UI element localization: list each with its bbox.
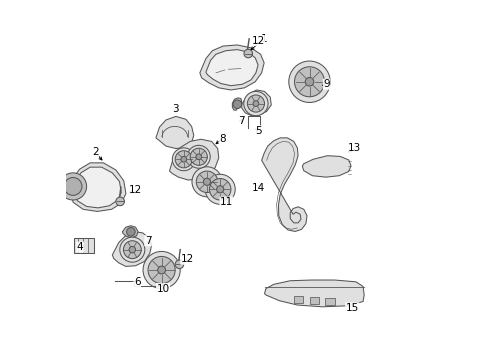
Ellipse shape [196, 171, 217, 193]
Text: 1: 1 [260, 34, 267, 44]
Ellipse shape [175, 151, 192, 168]
Polygon shape [156, 116, 193, 149]
Text: 9: 9 [323, 79, 329, 89]
Ellipse shape [148, 256, 175, 284]
Ellipse shape [181, 157, 186, 162]
Ellipse shape [294, 67, 324, 97]
Ellipse shape [172, 148, 195, 171]
Ellipse shape [196, 154, 201, 159]
Ellipse shape [60, 173, 86, 200]
Ellipse shape [126, 228, 135, 236]
Ellipse shape [209, 179, 230, 200]
Text: 10: 10 [156, 284, 169, 294]
Ellipse shape [244, 49, 252, 58]
Ellipse shape [192, 167, 222, 197]
Text: 7: 7 [237, 116, 244, 126]
Ellipse shape [187, 145, 210, 168]
Polygon shape [232, 98, 241, 111]
Ellipse shape [233, 100, 241, 109]
Polygon shape [74, 167, 121, 208]
FancyBboxPatch shape [309, 297, 318, 304]
Text: 7: 7 [144, 236, 151, 246]
Ellipse shape [305, 77, 313, 86]
Text: 15: 15 [345, 303, 358, 313]
Polygon shape [122, 226, 138, 238]
Ellipse shape [129, 247, 135, 253]
Text: 8: 8 [219, 134, 225, 144]
Polygon shape [302, 156, 350, 177]
Ellipse shape [157, 266, 165, 274]
Text: 12: 12 [129, 185, 142, 195]
FancyBboxPatch shape [293, 296, 303, 303]
Ellipse shape [190, 148, 207, 165]
Text: 12: 12 [251, 36, 264, 46]
Polygon shape [241, 90, 271, 116]
Ellipse shape [253, 101, 258, 107]
Text: 11: 11 [220, 197, 233, 207]
Ellipse shape [116, 197, 124, 206]
Text: 13: 13 [347, 143, 361, 153]
Text: 4: 4 [77, 242, 83, 252]
Polygon shape [200, 45, 264, 90]
Ellipse shape [203, 178, 210, 185]
Text: 3: 3 [172, 104, 179, 113]
Ellipse shape [175, 260, 183, 269]
FancyBboxPatch shape [325, 298, 334, 305]
Polygon shape [261, 138, 306, 231]
Text: 5: 5 [254, 126, 261, 136]
Polygon shape [112, 232, 151, 266]
Text: 2: 2 [92, 147, 98, 157]
Ellipse shape [216, 186, 224, 193]
Ellipse shape [120, 237, 144, 262]
Polygon shape [169, 139, 218, 180]
Text: 12: 12 [181, 254, 194, 264]
Ellipse shape [205, 174, 235, 204]
Ellipse shape [247, 95, 264, 112]
Text: 6: 6 [134, 277, 141, 287]
Ellipse shape [64, 177, 82, 195]
Ellipse shape [244, 91, 267, 116]
Ellipse shape [123, 241, 141, 258]
Text: 14: 14 [251, 183, 264, 193]
FancyBboxPatch shape [74, 238, 94, 253]
Ellipse shape [143, 251, 180, 289]
Ellipse shape [288, 61, 329, 103]
Polygon shape [264, 280, 364, 307]
Polygon shape [71, 163, 125, 211]
Polygon shape [205, 50, 258, 86]
